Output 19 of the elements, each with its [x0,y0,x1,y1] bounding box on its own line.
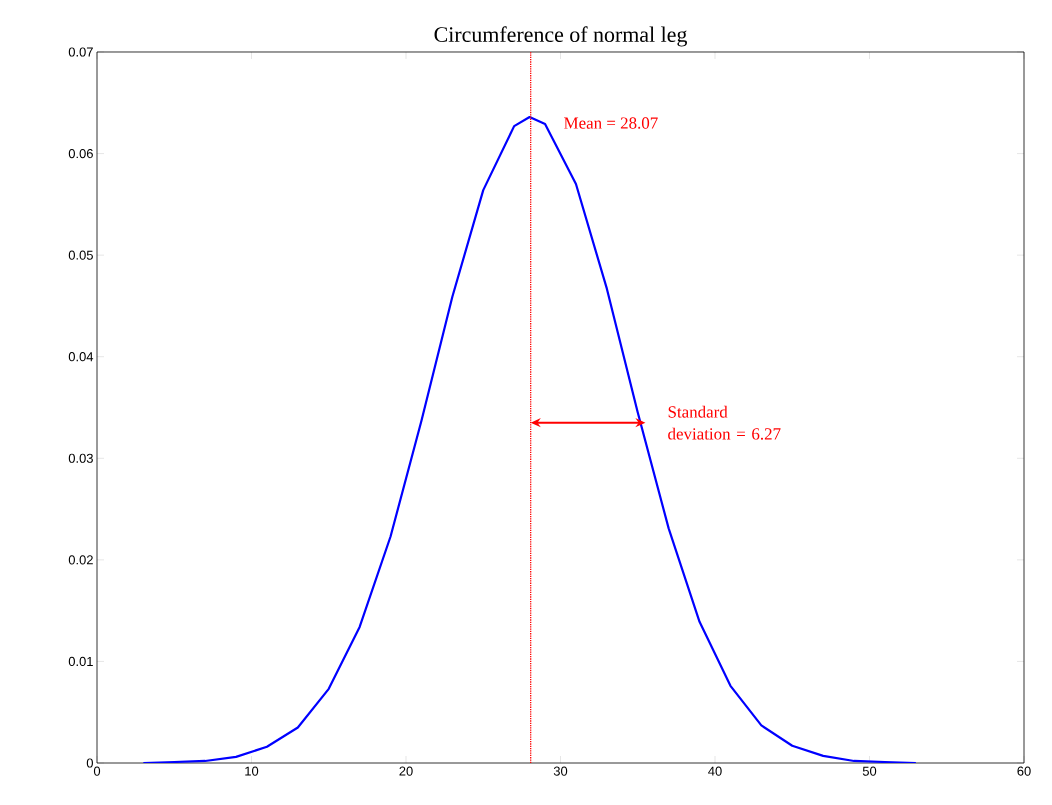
y-tick-label: 0.03 [68,453,93,463]
ref-line-label: Mean = 28.07 [564,117,658,129]
x-tick-label: 30 [553,766,568,776]
y-tick-label: 0.07 [68,47,93,57]
line-series [142,115,917,763]
y-tick-label: 0.01 [68,656,93,667]
x-tick-label: 20 [399,766,413,776]
y-tick-label: 0 [86,758,93,768]
y-tick-label: 0.05 [68,250,93,260]
annotation: Standard deviation = 6.27 [668,405,781,440]
y-tick-label: 0.02 [68,555,93,565]
y-tick-label: 0.06 [68,148,93,159]
x-tick-label: 50 [862,766,877,776]
x-tick-label: 60 [1017,766,1031,776]
chart-title: Circumference of normal leg [434,26,687,47]
x-tick-label: 0 [93,766,101,776]
x-tick-label: 40 [708,766,722,776]
y-tick-label: 0.04 [68,352,94,362]
x-tick-label: 10 [245,766,259,776]
